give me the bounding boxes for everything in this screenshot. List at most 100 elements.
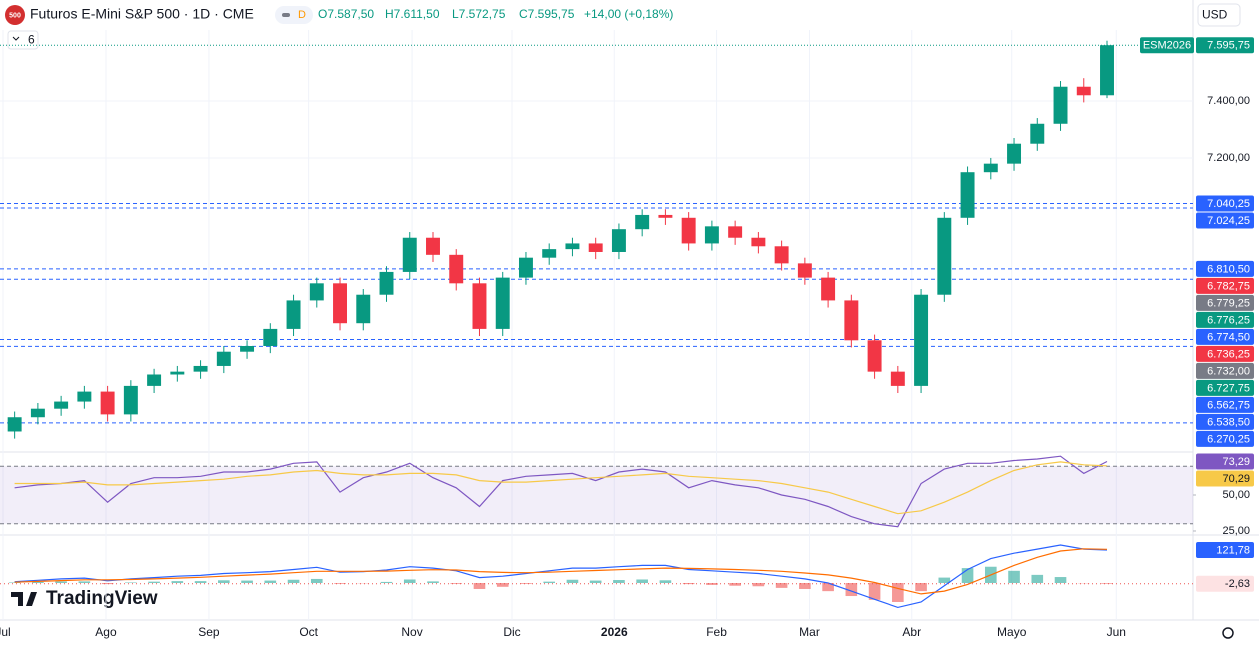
x-tick-label: Abr	[902, 625, 921, 639]
histogram-bar	[938, 577, 951, 584]
histogram-bar	[101, 583, 114, 585]
price-label: 7.595,75	[1207, 40, 1250, 52]
ohlc-high: H7.611,50	[385, 7, 440, 21]
price-label: 6.782,75	[1207, 280, 1250, 292]
settings-icon[interactable]	[1222, 627, 1234, 639]
logo	[5, 5, 25, 25]
candle-body	[937, 217, 952, 295]
badge-icon	[282, 13, 290, 17]
histogram-bar	[1101, 583, 1113, 584]
indicator-line	[14, 461, 1108, 515]
histogram-bar	[636, 579, 648, 584]
candle-body	[704, 226, 719, 244]
histogram-bar	[171, 581, 184, 584]
price-label-box	[1196, 575, 1254, 592]
indicator-line	[14, 455, 1108, 528]
y-tick-label: 7.400,00	[1207, 95, 1250, 107]
currency: USD	[1202, 8, 1228, 22]
candle-body	[983, 163, 998, 173]
candle-body	[542, 249, 557, 258]
histogram-bar	[566, 579, 579, 584]
histogram-bar	[915, 583, 927, 592]
candle-body	[658, 214, 673, 218]
histogram-bar	[1054, 577, 1067, 584]
x-tick-label: 2026	[601, 625, 628, 639]
histogram-bar	[543, 581, 556, 584]
symbol-tag: ESM2026	[1143, 40, 1191, 52]
indicators-toggle[interactable]	[7, 30, 39, 50]
chevron	[12, 36, 20, 41]
candle-body	[240, 346, 255, 352]
candle-body	[379, 271, 394, 295]
candle-body	[286, 300, 301, 329]
price-label: 7.024,25	[1207, 215, 1250, 227]
candle-body	[774, 246, 789, 264]
candle-body	[263, 328, 278, 347]
price-label-box	[1196, 470, 1254, 487]
histogram-bar	[148, 581, 160, 584]
candle-body	[518, 257, 533, 278]
tv-glyph	[11, 592, 37, 606]
histogram-bar	[55, 581, 67, 584]
histogram-bar	[892, 583, 904, 602]
candle-body	[309, 283, 324, 301]
price-label-box	[1196, 379, 1254, 396]
candle-body	[472, 283, 487, 329]
candle-body	[147, 374, 162, 386]
x-tick-label: Dic	[503, 625, 520, 639]
branding: TradingView	[46, 588, 158, 609]
candle-body	[1053, 86, 1068, 124]
price-label-box	[1196, 413, 1254, 430]
price-label: 6.270,25	[1207, 433, 1250, 445]
price-label: 6.538,50	[1207, 416, 1250, 428]
y-tick-label: 25,00	[1222, 525, 1250, 537]
currency-box[interactable]	[1197, 3, 1241, 27]
histogram-bar	[845, 583, 858, 597]
histogram-bar	[310, 578, 323, 584]
price-label-box	[1196, 37, 1254, 54]
histogram-bar	[78, 581, 91, 584]
price-label: -2,63	[1225, 578, 1250, 590]
price-label-box	[1196, 195, 1254, 212]
candle-body	[356, 294, 371, 324]
histogram-bar	[613, 580, 625, 584]
symbol-tag-box	[1140, 37, 1194, 54]
candle-body	[216, 351, 231, 366]
price-label: 6.779,25	[1207, 297, 1250, 309]
indicators-count: 6	[28, 33, 35, 47]
price-label-box	[1196, 345, 1254, 362]
symbol[interactable]: Futuros E-Mini S&P 500 · 1D · CME	[30, 6, 254, 22]
price-label: 6.810,50	[1207, 263, 1250, 275]
change: +14,00 (+0,18%)	[584, 7, 673, 21]
candle-body	[867, 340, 882, 372]
price-label-box	[1196, 294, 1254, 311]
histogram-bar	[125, 582, 137, 584]
histogram-bar	[659, 580, 672, 584]
candle-body	[890, 371, 905, 386]
x-tick-label: Sep	[198, 625, 220, 639]
histogram-bar	[427, 581, 439, 584]
histogram-bar	[1008, 570, 1020, 584]
x-tick-label: Feb	[706, 625, 727, 639]
logo-text: 500	[9, 12, 21, 19]
histogram-bar	[287, 579, 300, 584]
histogram-bar	[194, 581, 207, 584]
ohlc-open: O7.587,50	[318, 7, 374, 21]
x-tick-label: Jun	[1107, 625, 1126, 639]
price-label-box	[1196, 430, 1254, 447]
price-label: 7.040,25	[1207, 198, 1250, 210]
candle-body	[30, 408, 45, 418]
candle-body	[588, 243, 603, 252]
badge-box[interactable]	[275, 6, 313, 24]
candle-body	[635, 214, 650, 230]
price-label: 6.776,25	[1207, 314, 1250, 326]
price-label: 6.736,25	[1207, 348, 1250, 360]
candle-body	[495, 277, 510, 329]
candle-body	[54, 401, 69, 409]
price-label-box	[1196, 396, 1254, 413]
price-label-box	[1196, 362, 1254, 379]
badge: D	[298, 9, 306, 21]
price-label: 73,29	[1222, 456, 1250, 468]
candle-body	[914, 294, 929, 386]
